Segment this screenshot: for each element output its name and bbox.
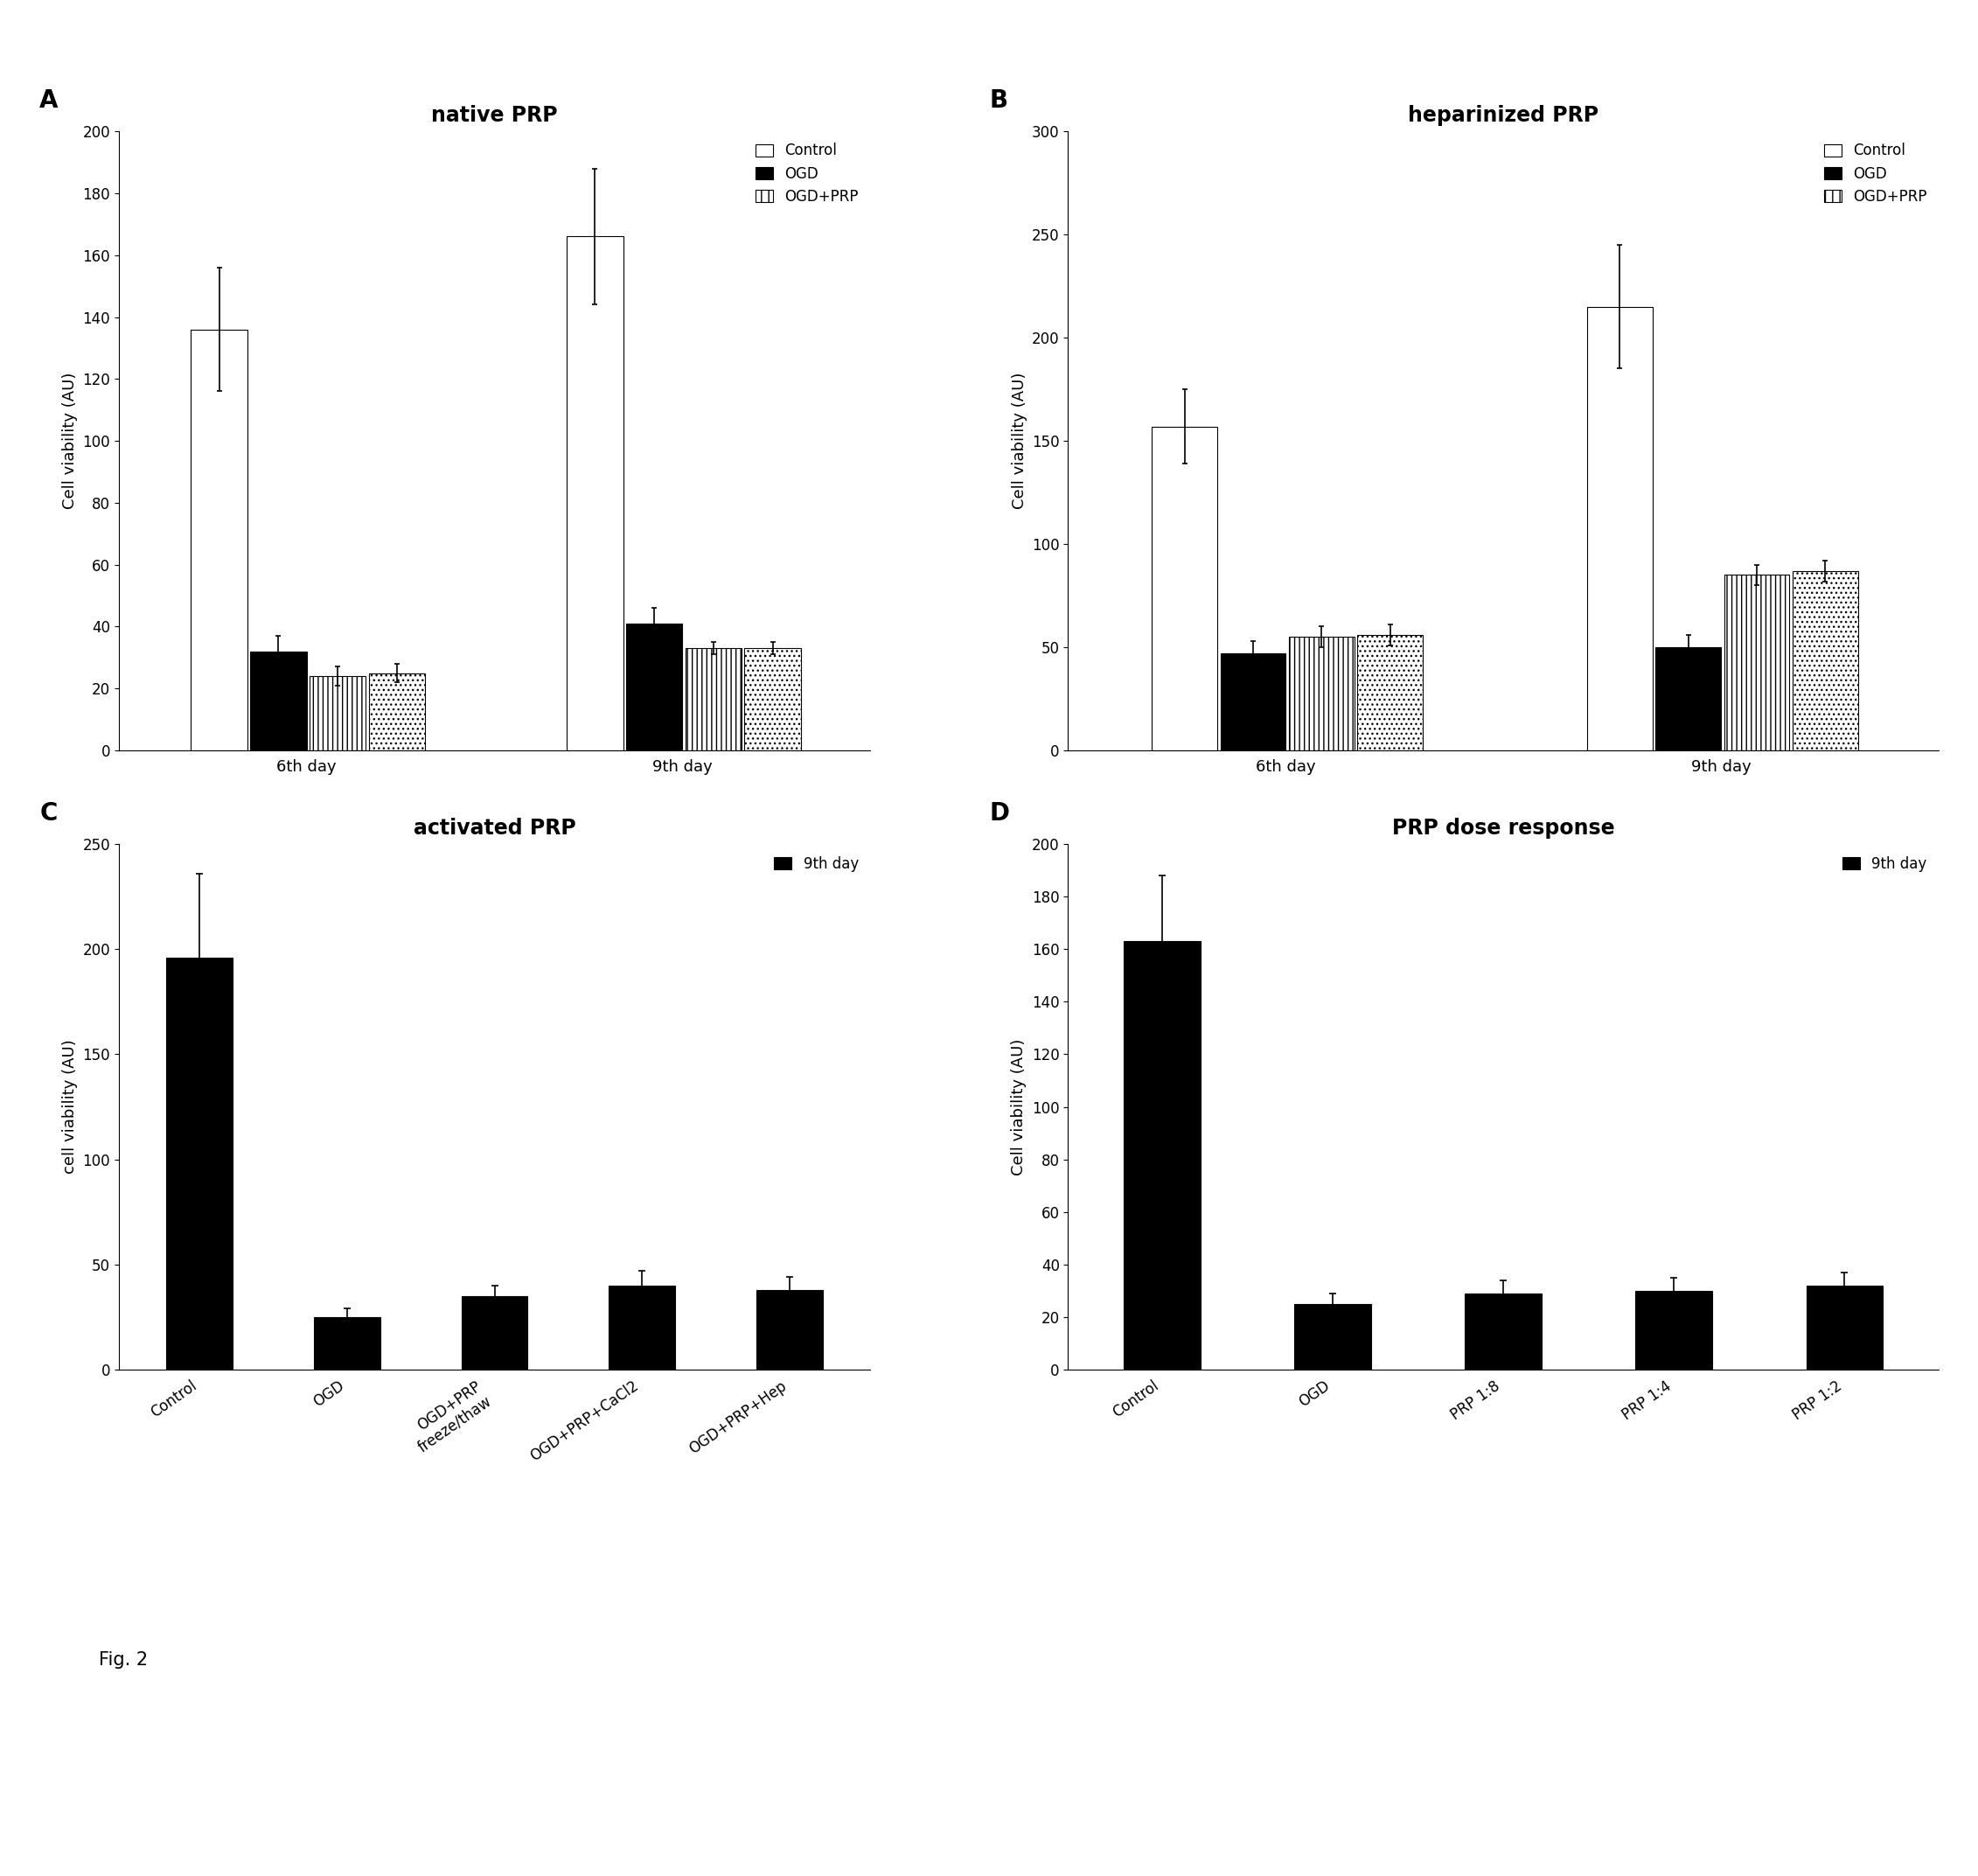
Bar [744, 649, 801, 750]
Bar [368, 673, 425, 750]
Bar [1294, 1304, 1371, 1369]
Bar [756, 1289, 823, 1369]
Y-axis label: cell viability (AU): cell viability (AU) [61, 1039, 77, 1174]
Bar [1792, 570, 1857, 750]
Title: heparinized PRP: heparinized PRP [1408, 105, 1598, 126]
Bar [315, 1317, 380, 1369]
Text: Fig. 2: Fig. 2 [99, 1651, 148, 1668]
Bar [249, 651, 307, 750]
Bar [1124, 942, 1201, 1369]
Legend: 9th day: 9th day [1838, 852, 1931, 876]
Y-axis label: Cell viability (AU): Cell viability (AU) [61, 373, 77, 508]
Legend: Control, OGD, OGD+PRP: Control, OGD, OGD+PRP [1820, 139, 1931, 208]
Legend: 9th day: 9th day [769, 852, 862, 876]
Text: D: D [989, 801, 1009, 825]
Text: C: C [40, 801, 57, 825]
Bar [1466, 1293, 1541, 1369]
Bar [625, 623, 682, 750]
Bar [1725, 576, 1790, 750]
Bar [192, 330, 247, 750]
Bar [461, 1296, 528, 1369]
Bar [309, 675, 366, 750]
Text: A: A [40, 88, 59, 113]
Bar [1357, 634, 1422, 750]
Bar [609, 1285, 674, 1369]
Bar [1290, 638, 1355, 750]
Bar [1636, 1291, 1713, 1369]
Bar [1151, 426, 1216, 750]
Bar [1806, 1285, 1883, 1369]
Bar [166, 957, 233, 1369]
Bar [568, 236, 623, 750]
Text: B: B [989, 88, 1007, 113]
Bar [1220, 653, 1286, 750]
Bar [684, 649, 742, 750]
Title: PRP dose response: PRP dose response [1393, 818, 1614, 839]
Bar [1586, 306, 1652, 750]
Y-axis label: Cell viability (AU): Cell viability (AU) [1011, 1039, 1027, 1174]
Bar [1656, 647, 1721, 750]
Title: activated PRP: activated PRP [413, 818, 576, 839]
Y-axis label: Cell viability (AU): Cell viability (AU) [1011, 373, 1027, 508]
Legend: Control, OGD, OGD+PRP: Control, OGD, OGD+PRP [752, 139, 862, 208]
Title: native PRP: native PRP [431, 105, 558, 126]
